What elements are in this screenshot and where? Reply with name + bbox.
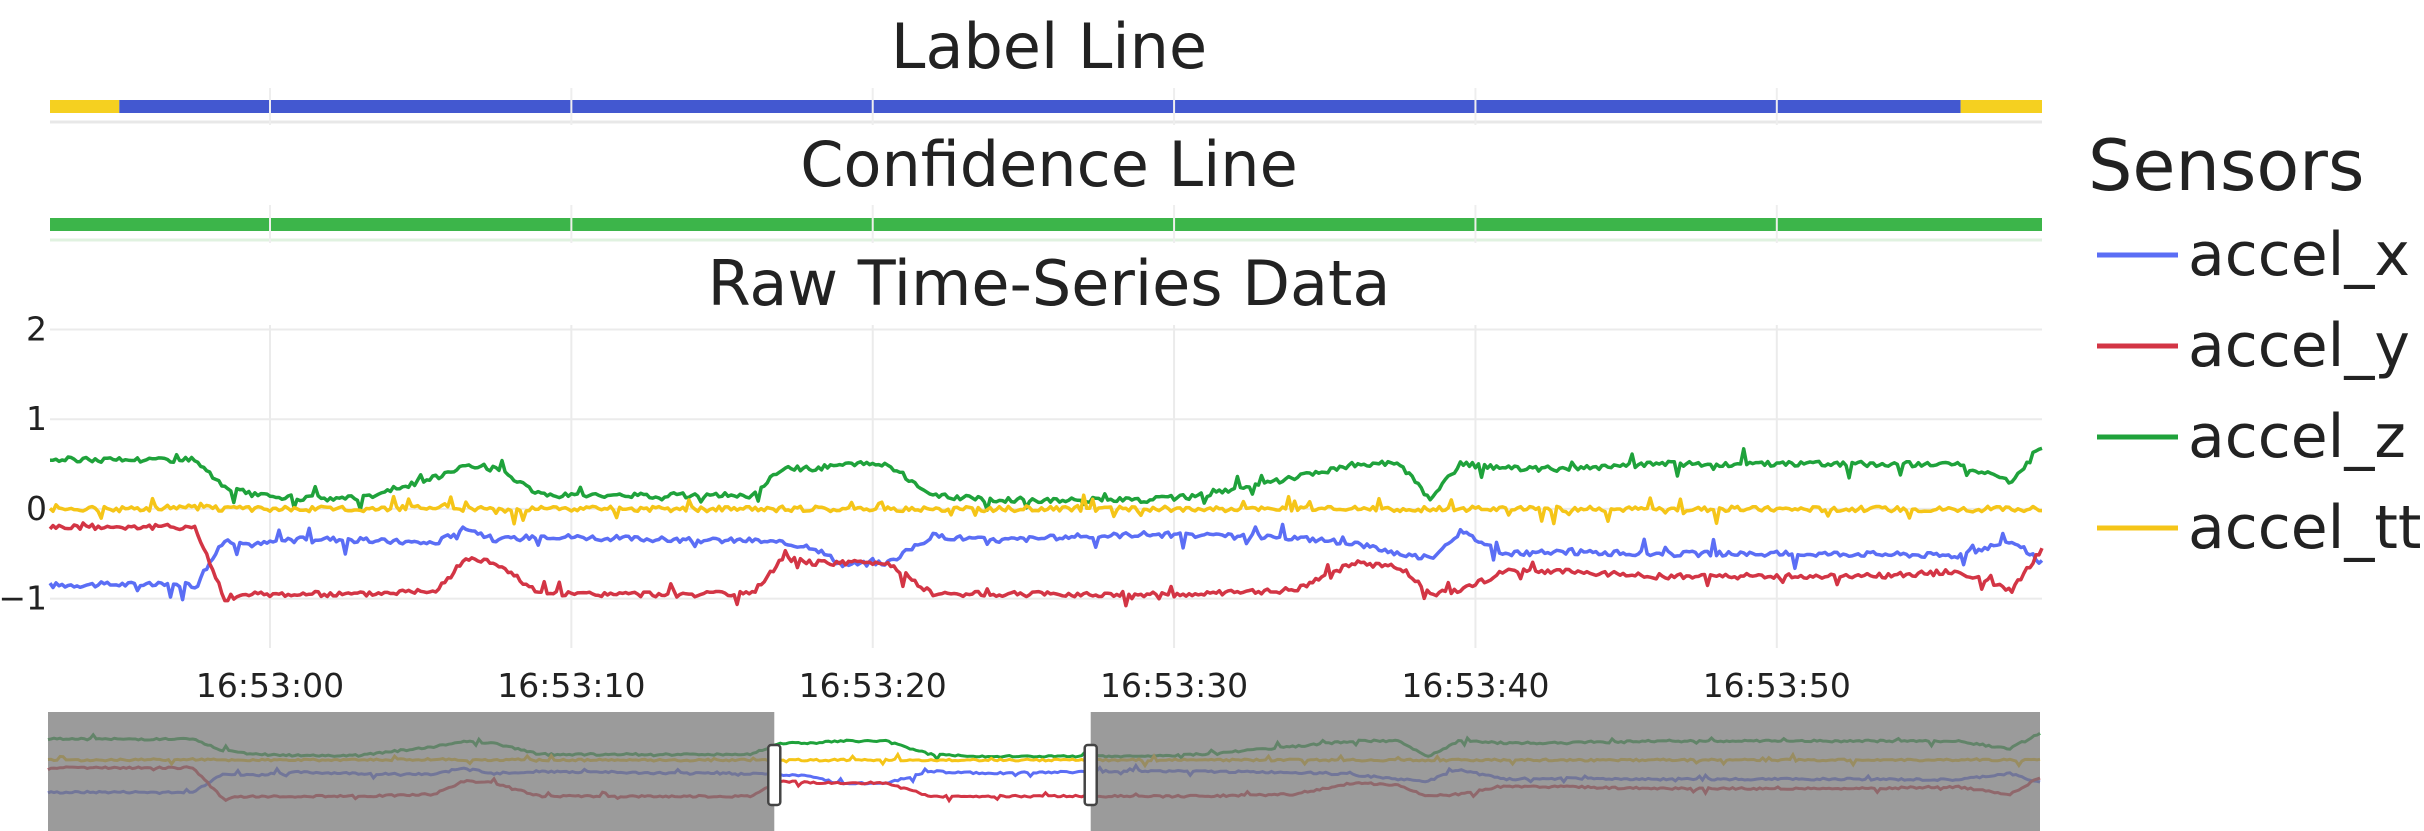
legend[interactable]: accel_x accel_y accel_z accel_ttl xyxy=(2097,220,2424,563)
label-segment xyxy=(119,100,1961,113)
range-slider-mask-right xyxy=(1090,712,2040,831)
legend-label: accel_ttl xyxy=(2188,493,2424,563)
label-line-band xyxy=(50,100,2042,124)
series-line-accel_x xyxy=(48,522,2044,602)
x-tick-label: 16:53:50 xyxy=(1703,666,1851,705)
legend-item-accel_y[interactable]: accel_y xyxy=(2097,311,2410,381)
range-slider-mask-left xyxy=(48,712,775,831)
y-tick-label: 1 xyxy=(26,399,47,438)
confidence-line-band xyxy=(50,218,2042,242)
range-slider[interactable] xyxy=(47,712,2041,831)
x-axis-ticks: 16:53:00 16:53:10 16:53:20 16:53:30 16:53:40… xyxy=(196,666,1851,705)
series-line-accel_z xyxy=(49,446,2043,512)
legend-label: accel_z xyxy=(2188,402,2406,472)
y-tick-label: 0 xyxy=(26,489,47,528)
y-tick-label: −1 xyxy=(0,579,47,618)
label-segment xyxy=(50,100,120,113)
x-tick-label: 16:53:20 xyxy=(799,666,947,705)
x-tick-label: 16:53:00 xyxy=(196,666,344,705)
legend-label: accel_x xyxy=(2188,220,2410,290)
confidence-line-title: Confidence Line xyxy=(800,128,1298,201)
series-line-accel_ttl xyxy=(48,493,2042,526)
raw-data-title: Raw Time-Series Data xyxy=(708,247,1391,320)
legend-title: Sensors xyxy=(2088,125,2364,207)
legend-label: accel_y xyxy=(2188,311,2410,381)
label-segment xyxy=(1960,100,2042,113)
legend-item-accel_z[interactable]: accel_z xyxy=(2097,402,2406,472)
range-slider-handle-right[interactable] xyxy=(1083,743,1098,807)
x-tick-label: 16:53:40 xyxy=(1401,666,1549,705)
legend-item-accel_x[interactable]: accel_x xyxy=(2097,220,2410,290)
series-line-accel_y xyxy=(48,521,2044,608)
range-slider-handle-left[interactable] xyxy=(767,743,782,807)
series-lines xyxy=(48,446,2044,608)
x-tick-label: 16:53:30 xyxy=(1100,666,1248,705)
legend-item-accel_ttl[interactable]: accel_ttl xyxy=(2097,493,2424,563)
y-tick-label: 2 xyxy=(26,309,47,348)
y-axis-ticks: −1 0 1 2 xyxy=(0,309,47,617)
label-line-title: Label Line xyxy=(891,10,1207,83)
x-tick-label: 16:53:10 xyxy=(497,666,645,705)
confidence-segment xyxy=(50,218,2042,231)
